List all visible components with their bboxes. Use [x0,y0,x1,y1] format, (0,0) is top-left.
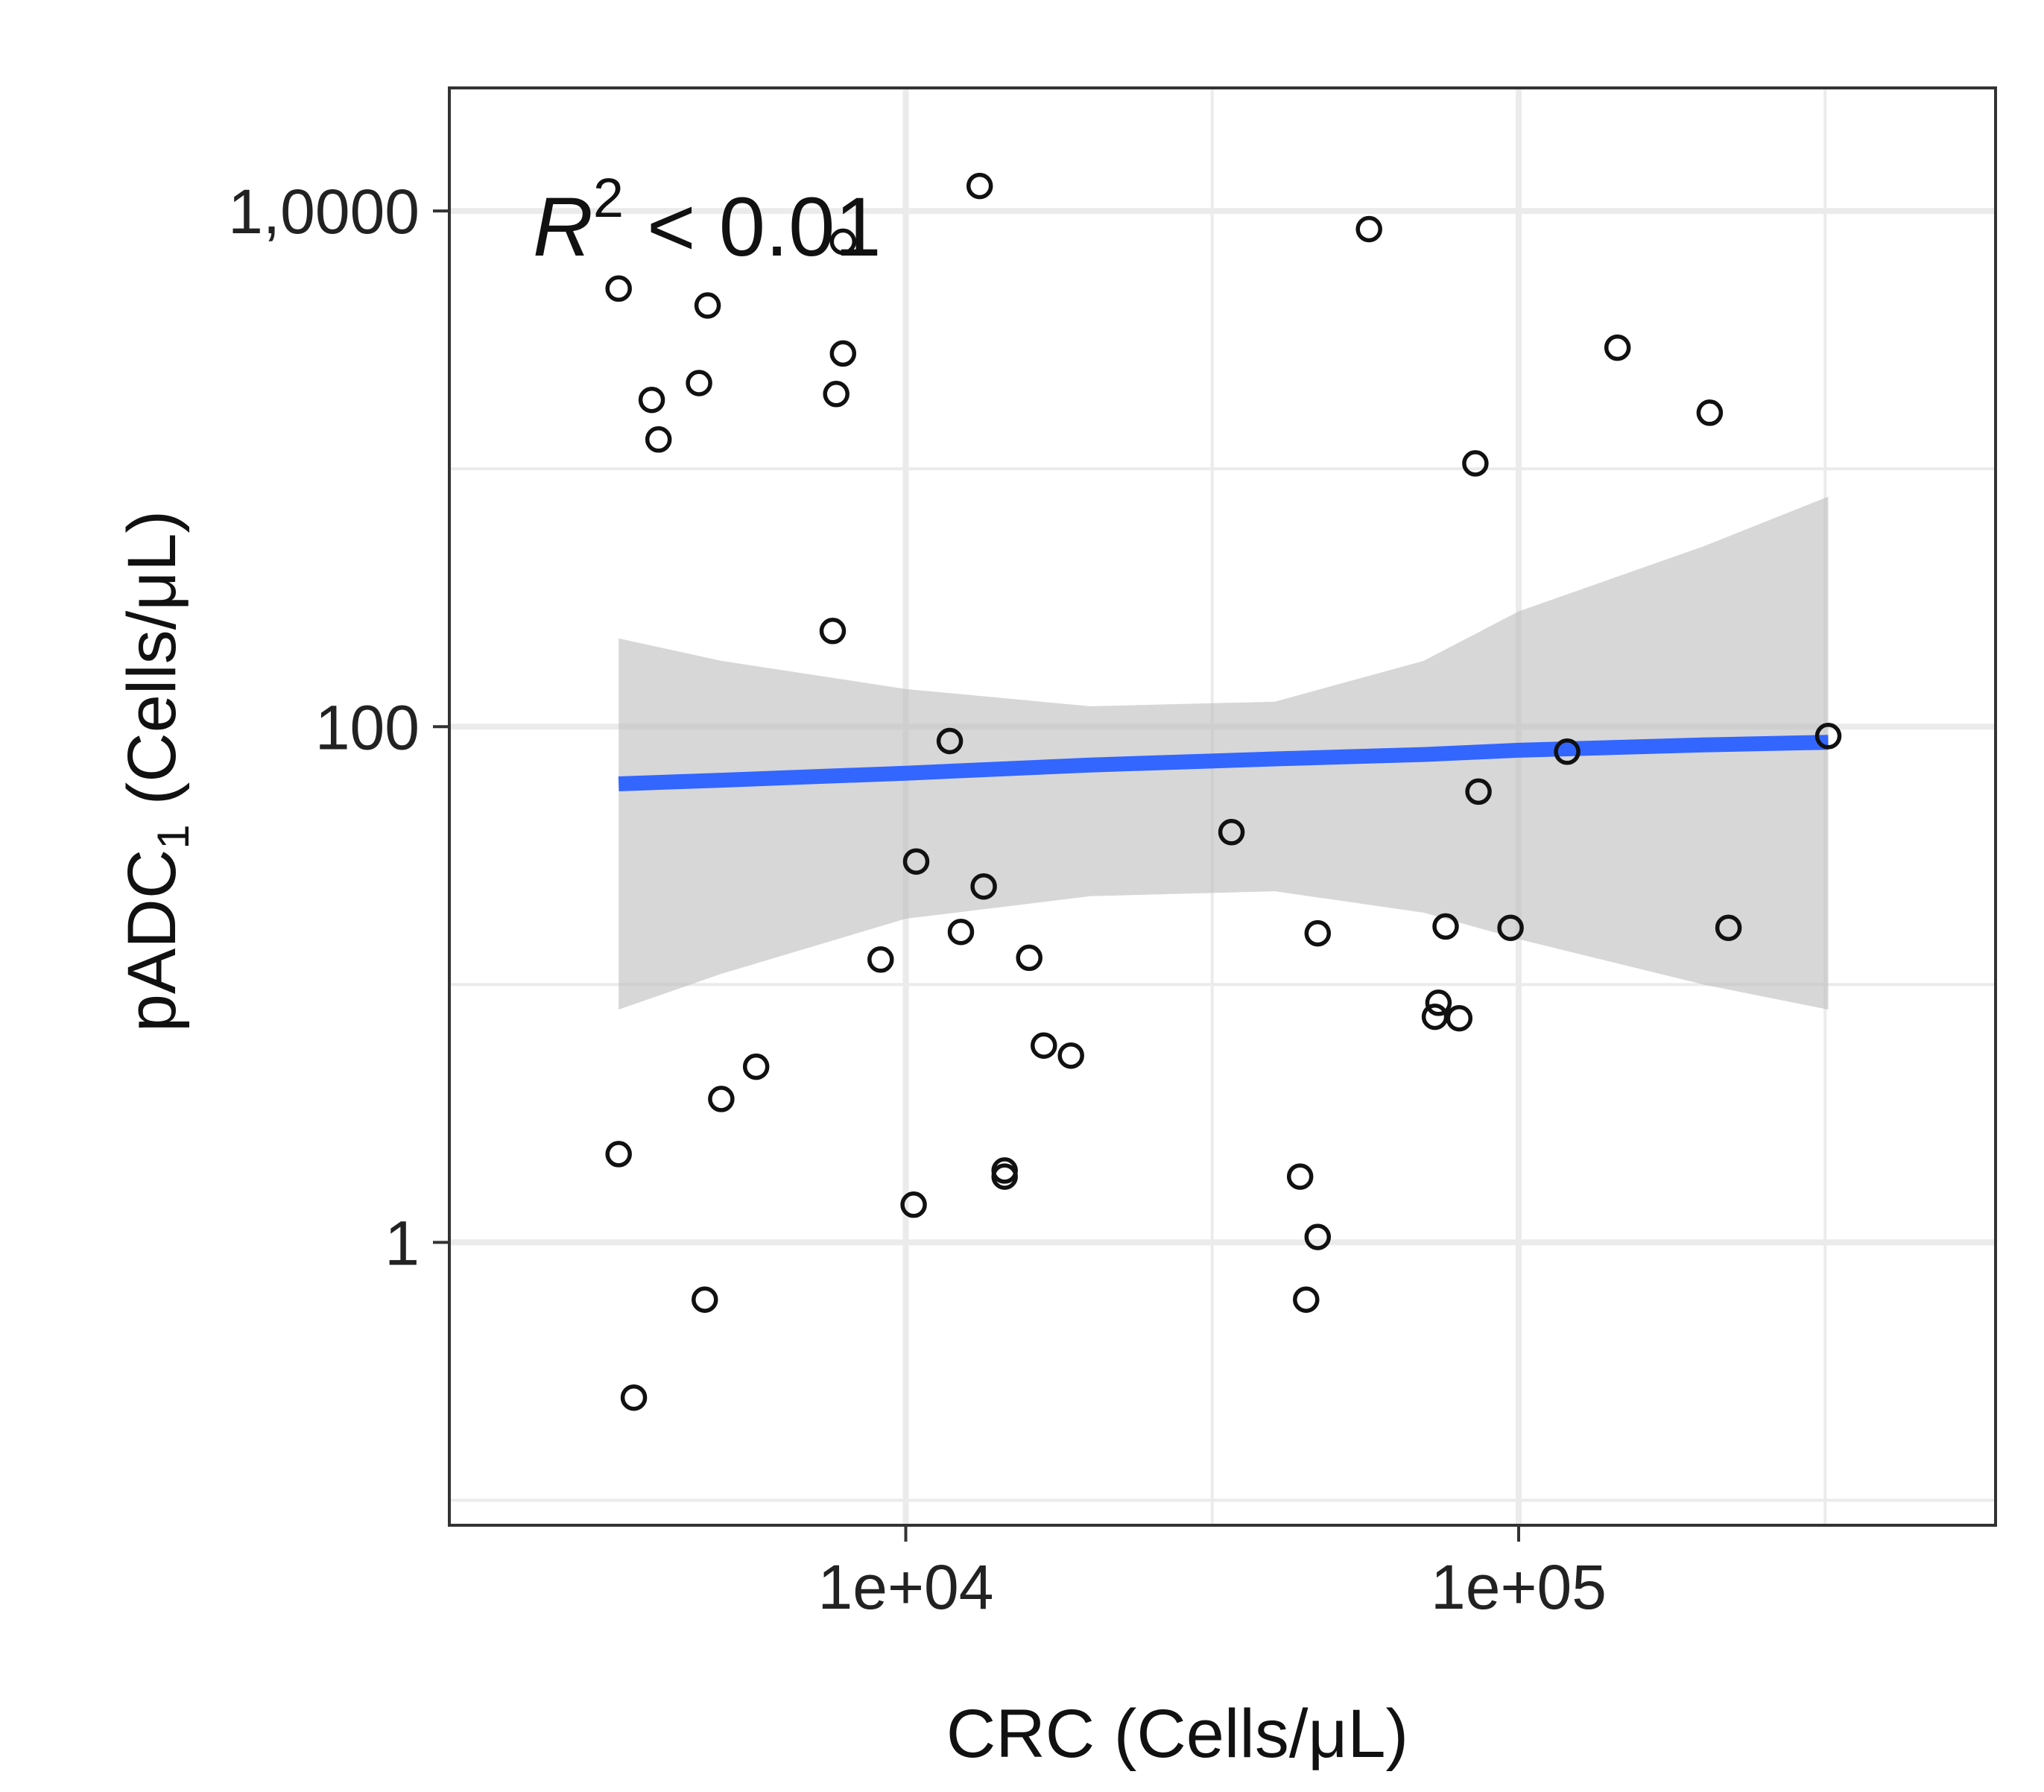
data-point [692,1286,718,1313]
data-point [902,848,930,875]
x-axis-title: CRC (Cells/μL) [946,1696,1408,1772]
data-point [1497,914,1524,941]
data-point [1293,1286,1320,1313]
data-point [823,381,849,408]
annotation-r: R [533,180,593,273]
data-point [1604,334,1631,361]
data-point [1421,1003,1449,1030]
y-axis-title-subscript: 1 [148,824,198,849]
data-point [867,946,894,973]
y-tick-label: 1 [385,1208,420,1278]
data-point [605,1141,632,1168]
data-point [966,172,993,200]
data-point [605,275,632,303]
data-point [708,1086,735,1112]
panel-border [448,86,1997,1527]
data-point [900,1191,927,1218]
data-point [1218,819,1245,846]
data-point [694,292,721,319]
x-tick-label: 1e+05 [1431,1552,1607,1622]
data-point [947,918,975,946]
axis-ticks: 1e+04 1e+05 1 100 1,0000 [228,177,1607,1622]
data-point [829,340,857,367]
data-point [1814,723,1842,750]
data-point [1465,778,1492,805]
confidence-band-layer [618,496,1829,1010]
regression-line [618,735,1829,791]
y-tick-label: 100 [315,692,420,762]
y-tick-label: 1,0000 [228,177,420,247]
data-point [1016,944,1042,972]
x-tick-label: 1e+04 [818,1552,994,1622]
data-point [1462,450,1489,477]
data-point [1304,1223,1332,1250]
data-point [1715,914,1742,941]
data-point [1446,1004,1473,1032]
data-point [819,618,847,645]
data-point [936,727,964,755]
data-point [638,386,665,414]
data-point [1554,738,1581,765]
data-point [970,873,997,900]
data-point [1432,913,1459,940]
data-point [1304,919,1332,947]
fit-line-layer [618,735,1829,791]
data-point [686,370,712,396]
y-axis-title: pADC1 (Cells/μL) [114,510,198,1032]
y-axis-title-units: (Cells/μL) [114,510,190,805]
data-point [645,426,672,453]
data-point [1286,1163,1314,1190]
confidence-band [618,496,1829,1010]
data-points [605,172,1842,1411]
data-point [742,1053,770,1080]
data-point [991,1163,1018,1190]
data-point [1425,990,1452,1016]
data-point [829,228,857,256]
data-point [1031,1032,1057,1059]
annotation-superscript: 2 [593,167,624,229]
annotation-value: < 0.01 [624,180,882,273]
data-point [1355,215,1382,243]
data-point [1057,1042,1084,1069]
y-axis-title-main: pADC [114,849,190,1032]
data-point [620,1384,648,1411]
data-point [1696,399,1724,426]
r-squared-annotation: R2 < 0.01 [533,167,882,273]
